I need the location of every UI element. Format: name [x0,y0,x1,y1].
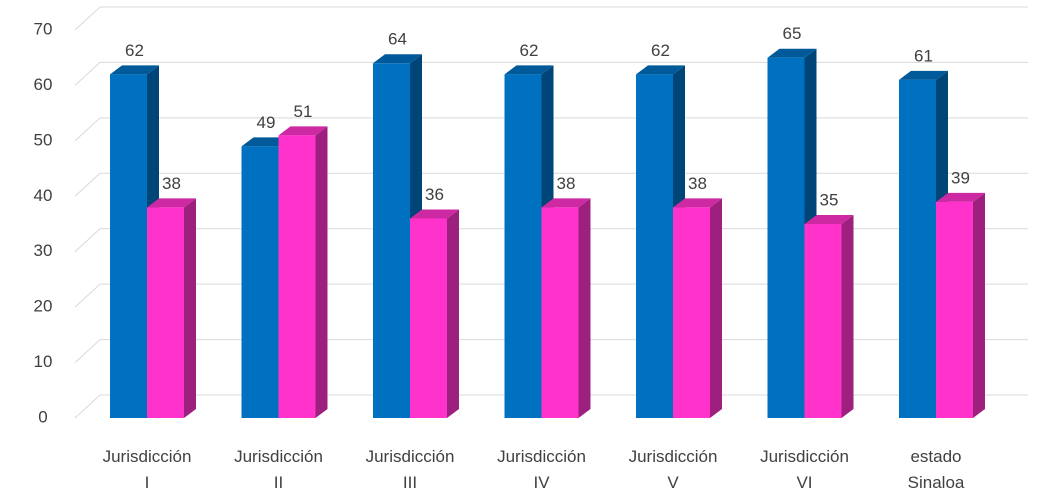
value-label: 62 [651,41,670,60]
bar [541,207,579,418]
value-label: 51 [294,102,313,121]
value-label: 35 [820,190,839,209]
bar [504,74,542,418]
bar [241,146,279,418]
value-label: 38 [688,174,707,193]
bar-side [973,192,985,418]
bar-side [841,215,854,418]
x-tick-label: Jurisdicción VI [760,447,849,492]
bar [673,207,710,418]
bar [110,74,147,418]
value-label: 65 [783,24,802,43]
grid-line [74,172,1028,197]
bar [373,63,410,418]
y-tick-label: 40 [34,186,53,205]
bar-side [578,198,591,418]
y-tick-label: 30 [34,241,53,260]
y-tick-label: 0 [38,407,47,426]
bar-top [636,65,685,75]
bar-side [447,209,459,418]
value-label: 49 [257,113,276,132]
value-label: 64 [388,30,407,49]
y-tick-label: 10 [34,352,53,371]
bar [636,74,673,418]
bar [278,135,316,419]
bar [804,224,842,418]
bar-top [373,54,422,64]
y-tick-label: 20 [34,297,53,316]
bar-side [315,126,328,419]
x-tick-label: Jurisdicción II [234,447,323,492]
value-label: 38 [162,174,181,193]
value-label: 62 [125,41,144,60]
x-tick-label: Jurisdicción V [629,447,718,492]
x-tick-label: estado Sinaloa [908,447,965,492]
bar-side [184,198,196,418]
bar-top [241,137,291,147]
bar-top [278,126,328,136]
bar [899,79,936,418]
grid-line [74,6,1028,31]
grid-line [74,61,1028,86]
bar-side [710,198,722,418]
bar-top [804,215,854,224]
bar-top [110,65,159,75]
bar-top [936,192,985,202]
y-tick-label: 50 [34,130,53,149]
bar-top [147,198,196,208]
value-label: 36 [425,185,444,204]
bar-top [504,65,554,75]
bar [936,201,973,418]
value-label: 39 [951,168,970,187]
bar-top [541,198,591,208]
grid-line [74,117,1028,142]
x-tick-label: Jurisdicción III [366,447,455,492]
bar [767,57,805,418]
bar-top [767,48,817,58]
bar [147,207,184,418]
bar-top [673,198,722,208]
value-label: 61 [914,46,933,65]
bar [410,218,447,418]
y-tick-label: 60 [34,75,53,94]
y-tick-label: 70 [34,19,53,38]
bar-top [899,70,948,80]
x-tick-label: Jurisdicción IV [497,447,586,492]
value-label: 38 [557,174,576,193]
value-label: 62 [520,41,539,60]
bar-top [410,209,459,219]
x-tick-label: Jurisdicción I [103,447,192,492]
